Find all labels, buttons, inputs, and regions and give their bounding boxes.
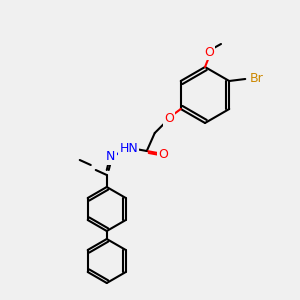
Text: N: N: [106, 151, 116, 164]
Text: O: O: [164, 112, 174, 125]
Text: O: O: [158, 148, 168, 161]
Text: HN: HN: [119, 142, 138, 155]
Text: Br: Br: [249, 73, 263, 85]
Text: O: O: [204, 46, 214, 59]
